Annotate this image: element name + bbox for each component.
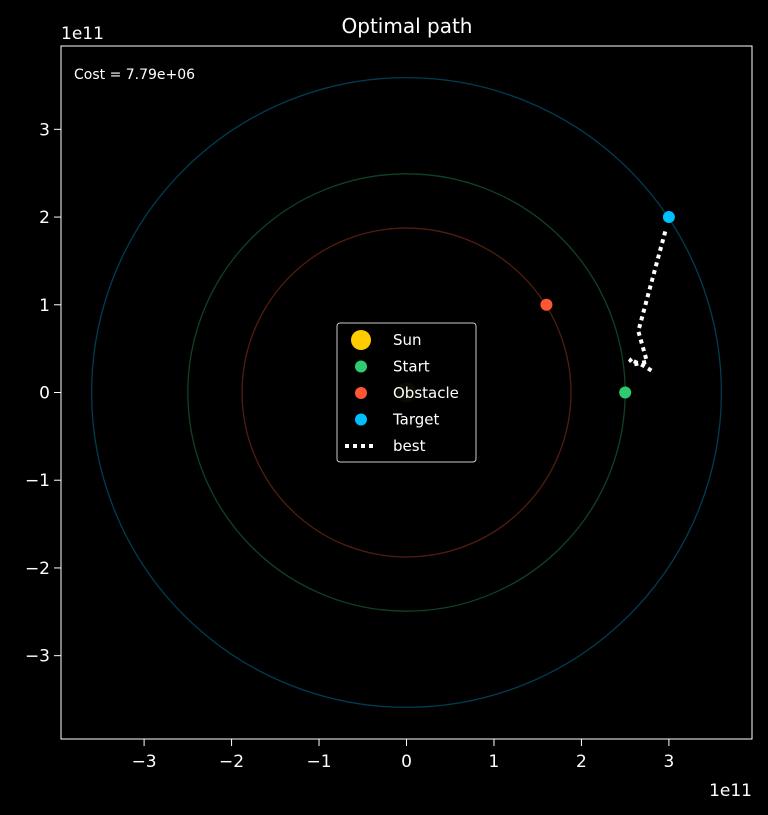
- y-tick-label: 1: [39, 296, 50, 316]
- x-tick-label: 3: [663, 752, 674, 772]
- y-tick-label: −3: [25, 647, 50, 667]
- point-start: [619, 386, 632, 399]
- y-tick-label: 2: [39, 208, 50, 228]
- cost-annotation: Cost = 7.79e+06: [74, 67, 195, 83]
- orbit-1: [241, 227, 572, 558]
- legend-swatch-target: [355, 413, 367, 426]
- best-path: [627, 227, 669, 373]
- path-best-line: [627, 227, 669, 373]
- legend-label-target: Target: [392, 411, 440, 429]
- legend-box: [336, 322, 477, 463]
- y-tick-label: −1: [25, 471, 50, 491]
- legend-label-best: best: [393, 437, 426, 455]
- orbit-3: [90, 76, 723, 709]
- x-tick-label: −3: [132, 752, 157, 772]
- x-tick-label: −1: [307, 752, 332, 772]
- legend-swatch-start: [355, 360, 367, 373]
- x-scale-label: 1e11: [709, 781, 752, 801]
- orbits: [90, 76, 723, 709]
- point-target: [662, 211, 675, 224]
- chart-title: Optimal path: [342, 14, 473, 38]
- y-scale-label: 1e11: [61, 24, 104, 44]
- x-tick-label: −2: [219, 752, 244, 772]
- legend-swatch-sun: [351, 330, 371, 350]
- y-axis: −3 −2 −1 0 1 2 3: [25, 120, 61, 667]
- x-tick-label: 1: [489, 752, 500, 772]
- legend-swatch-obstacle: [355, 387, 367, 399]
- legend-label-obstacle: Obstacle: [393, 384, 459, 402]
- x-axis: −3 −2 −1 0 1 2 3: [132, 739, 674, 772]
- y-tick-label: 0: [39, 384, 50, 404]
- x-tick-label: 2: [576, 752, 587, 772]
- x-tick-label: 0: [401, 752, 412, 772]
- point-obstacle: [540, 298, 553, 311]
- legend: Sun Start Obstacle Target best: [336, 322, 477, 463]
- y-tick-label: 3: [39, 120, 50, 140]
- y-tick-label: −2: [25, 559, 50, 579]
- legend-label-sun: Sun: [393, 331, 422, 349]
- plot-area: Cost = 7.79e+06: [60, 45, 753, 740]
- legend-label-start: Start: [393, 358, 430, 376]
